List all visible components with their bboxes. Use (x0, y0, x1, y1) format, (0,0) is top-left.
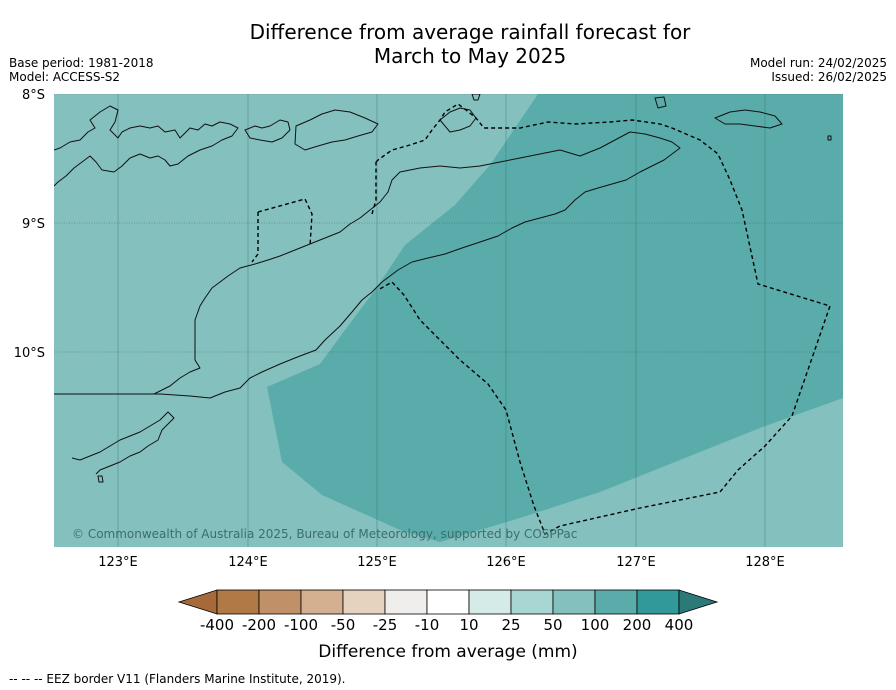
colorbar-segment (510, 589, 554, 615)
meta-right: Model run: 24/02/2025 Issued: 26/02/2025 (750, 56, 887, 84)
lon-label-124: 124°E (228, 555, 268, 570)
coastline-islet-2 (471, 94, 481, 101)
colorbar-tick-label: -25 (373, 616, 398, 634)
issued-date: Issued: 26/02/2025 (771, 70, 887, 84)
colorbar-segment (594, 589, 638, 615)
model-run: Model run: 24/02/2025 (749, 56, 887, 70)
lat-label-8: 8°S (22, 88, 45, 103)
colorbar-tick-label: -400 (200, 616, 234, 634)
colorbar-tick-label: 10 (459, 616, 478, 634)
colorbar-label: Difference from average (mm) (318, 642, 577, 662)
coastline-east-island (714, 109, 783, 129)
colorbar-tick-label: -10 (415, 616, 440, 634)
lon-label-128: 128°E (745, 555, 785, 570)
colorbar-segment (636, 589, 680, 615)
colorbar-segment (384, 589, 428, 615)
colorbar-extend-high (678, 589, 719, 615)
meta-left: Base period: 1981-2018 Model: ACCESS-S2 (9, 56, 154, 84)
chart-title: Difference from average rainfall forecas… (0, 20, 896, 68)
colorbar-segment (468, 589, 512, 615)
colorbar-tick-labels: -400 -200 -100 -50 -25 -10 10 25 50 100 200 400 (200, 616, 693, 634)
lon-label-126: 126°E (486, 555, 526, 570)
base-period: Base period: 1981-2018 (9, 56, 154, 70)
colorbar-tick-label: -200 (242, 616, 276, 634)
eez-border (251, 103, 831, 535)
title-line-2: March to May 2025 (373, 44, 567, 68)
coastline-small-island (654, 96, 667, 109)
colorbar (177, 589, 719, 615)
colorbar-tick-label: 50 (543, 616, 562, 634)
coastline-islet-1 (97, 475, 104, 483)
coastline-alor-islands (244, 119, 291, 143)
lon-label-127: 127°E (616, 555, 656, 570)
gridlines (54, 94, 843, 353)
coastlines (54, 94, 832, 483)
lon-labels: 123°E 124°E 125°E 126°E 127°E 128°E (98, 555, 785, 570)
colorbar-segment (300, 589, 344, 615)
lon-label-123: 123°E (98, 555, 138, 570)
copyright-notice: © Commonwealth of Australia 2025, Bureau… (72, 527, 577, 541)
colorbar-tick-label: 25 (501, 616, 520, 634)
model-name: Model: ACCESS-S2 (9, 70, 121, 84)
lat-labels: 8°S 9°S 10°S (14, 88, 45, 361)
colorbar-tick-label: 100 (581, 616, 610, 634)
meridians (117, 94, 766, 547)
colorbar-tick-label: 200 (623, 616, 652, 634)
colorbar-segment (426, 589, 470, 615)
colorbar-segment (342, 589, 386, 615)
colorbar-tick-label: -100 (284, 616, 318, 634)
lat-label-10: 10°S (14, 346, 45, 361)
coastline-timor (54, 131, 681, 399)
lat-label-9: 9°S (22, 217, 45, 232)
colorbar-tick-label: 400 (665, 616, 694, 634)
lon-label-125: 125°E (357, 555, 397, 570)
colorbar-segment (216, 589, 260, 615)
coastline-pantar (294, 109, 379, 151)
title-line-1: Difference from average rainfall forecas… (249, 20, 691, 44)
coastline-flores-islands (54, 105, 239, 187)
eez-footnote: -- -- -- EEZ border V11 (Flanders Marine… (9, 672, 346, 686)
colorbar-segment (552, 589, 596, 615)
colorbar-tick-label: -50 (331, 616, 356, 634)
coastline-rote (71, 411, 175, 475)
map-panel: © Commonwealth of Australia 2025, Bureau… (54, 94, 843, 547)
colorbar-extend-low (177, 589, 218, 615)
coastline-islet-3 (827, 135, 832, 141)
rainfall-field-high (267, 94, 843, 542)
colorbar-segment (258, 589, 302, 615)
